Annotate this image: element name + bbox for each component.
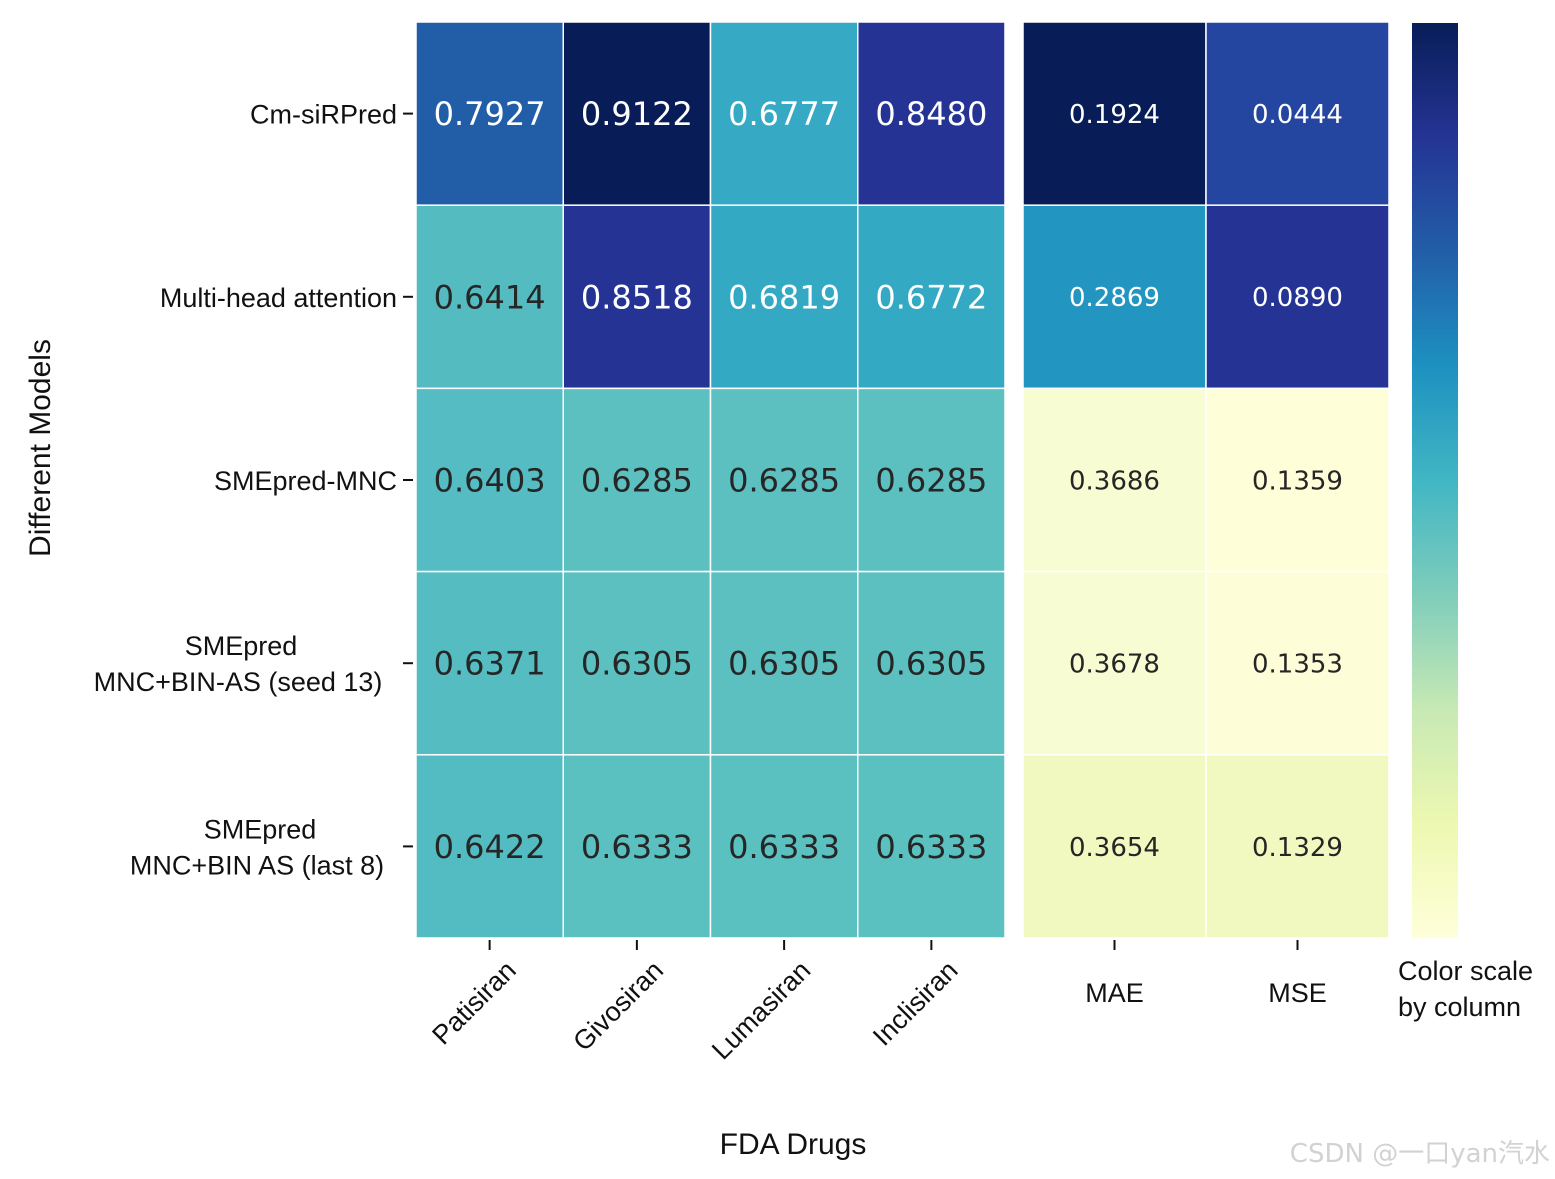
heatmap-cell (857, 204, 1006, 390)
cell-value-label: 0.0444 (1252, 100, 1343, 130)
heatmap-cell (1205, 754, 1390, 939)
cell-value-label: 0.6414 (434, 278, 546, 316)
metrics-heatmap-panel: 0.1924 0.0444 0.2869 0.0890 0.3686 0.1359 0.36… (1022, 21, 1390, 939)
y-tick-label: Cm-siRPred (250, 100, 397, 130)
heatmap-cell (415, 204, 564, 390)
colorbar-note: Color scale by column (1398, 956, 1533, 1022)
y-tick-label: Multi-head attention (160, 283, 397, 313)
cell-value-label: 0.3654 (1069, 833, 1160, 863)
x-tick-label: Inclisiran (867, 955, 964, 1052)
cell-value-label: 0.8518 (581, 278, 693, 316)
heatmap-cell (1205, 570, 1390, 756)
heatmap-cell (415, 570, 564, 756)
heatmap-cell (709, 21, 859, 206)
x-tick-label: Givosiran (567, 955, 669, 1057)
cell-value-label: 0.6333 (728, 828, 840, 866)
heatmap-cell (562, 21, 712, 206)
colorbar-note-line: Color scale (1398, 956, 1533, 986)
y-tick-label: SMEpred (204, 814, 317, 844)
cell-value-label: 0.6333 (581, 828, 693, 866)
cell-value-label: 0.6305 (875, 645, 987, 683)
colorbar (1412, 23, 1458, 938)
cell-value-label: 0.8480 (875, 95, 987, 133)
y-tick-label: MNC+BIN AS (last 8) (130, 850, 384, 880)
heatmap-cell (415, 754, 564, 939)
heatmap-cell (415, 21, 564, 206)
heatmap-cell (562, 387, 712, 573)
heatmap-cell (562, 570, 712, 756)
cell-value-label: 0.6819 (728, 278, 840, 316)
heatmap-cell (562, 204, 712, 390)
cell-value-label: 0.6285 (875, 462, 987, 500)
heatmap-cell (1022, 204, 1207, 390)
watermark: CSDN @一口yan汽水 (1290, 1139, 1550, 1169)
cell-value-label: 0.6422 (434, 828, 546, 866)
x-tick-labels: Patisiran Givosiran Lumasiran Inclisiran MAE… (426, 940, 1327, 1065)
y-tick-label: SMEpred (185, 631, 298, 661)
y-tick-labels: Cm-siRPred Multi-head attention SMEpred-MN… (94, 100, 413, 880)
cell-value-label: 0.0890 (1252, 283, 1343, 313)
cell-value-label: 0.1359 (1252, 466, 1343, 496)
cell-value-label: 0.6285 (581, 462, 693, 500)
cell-value-label: 0.1353 (1252, 650, 1343, 680)
cell-value-label: 0.7927 (434, 95, 546, 133)
cell-value-label: 0.2869 (1069, 283, 1160, 313)
heatmap-cell (1205, 204, 1390, 390)
cell-value-label: 0.1924 (1069, 100, 1160, 130)
heatmap-cell (709, 570, 859, 756)
x-tick-label: MAE (1085, 978, 1144, 1008)
heatmap-cell (1022, 754, 1207, 939)
heatmap-cell (857, 754, 1006, 939)
y-axis-label: Different Models (24, 339, 57, 557)
heatmap-cell (1205, 387, 1390, 573)
heatmap-cell (1022, 21, 1207, 206)
heatmap-cell (1022, 570, 1207, 756)
y-tick-label: MNC+BIN-AS (seed 13) (94, 667, 383, 697)
cell-value-label: 0.6777 (728, 95, 840, 133)
heatmap-cell (1022, 387, 1207, 573)
heatmap-cell (1205, 21, 1390, 206)
x-tick-label: Patisiran (426, 955, 521, 1050)
cell-value-label: 0.6305 (728, 645, 840, 683)
colorbar-note-line: by column (1398, 992, 1521, 1022)
cell-value-label: 0.6305 (581, 645, 693, 683)
y-tick-label: SMEpred-MNC (214, 466, 397, 496)
cell-value-label: 0.3686 (1069, 466, 1160, 496)
cell-value-label: 0.1329 (1252, 833, 1343, 863)
cell-value-label: 0.6371 (434, 645, 546, 683)
heatmap-cell (857, 387, 1006, 573)
cell-value-label: 0.6333 (875, 828, 987, 866)
cell-value-label: 0.3678 (1069, 650, 1160, 680)
heatmap-cell (857, 21, 1006, 206)
cell-value-label: 0.9122 (581, 95, 693, 133)
x-tick-label: MSE (1268, 978, 1327, 1008)
drugs-heatmap-panel: 0.7927 0.9122 0.6777 0.8480 0.6414 0.8518 0.68… (415, 21, 1006, 939)
cell-value-label: 0.6403 (434, 462, 546, 500)
heatmap-cell (562, 754, 712, 939)
cell-value-label: 0.6772 (875, 278, 987, 316)
x-axis-label: FDA Drugs (720, 1128, 867, 1161)
heatmap-cell (709, 754, 859, 939)
x-tick-label: Lumasiran (706, 955, 816, 1065)
cell-value-label: 0.6285 (728, 462, 840, 500)
heatmap-cell (857, 570, 1006, 756)
